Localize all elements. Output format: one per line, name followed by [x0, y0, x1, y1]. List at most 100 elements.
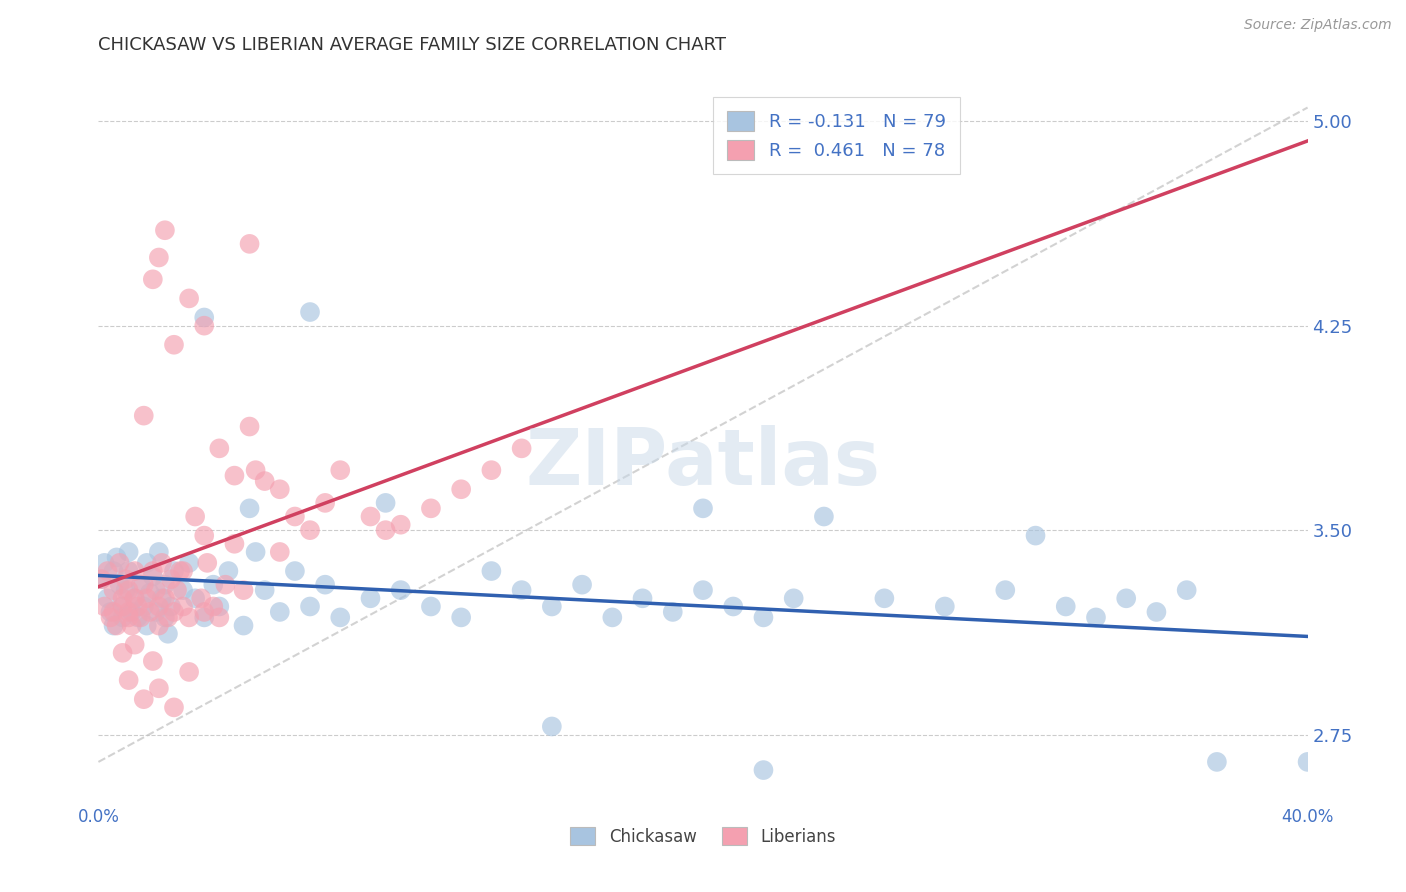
Point	[108, 577, 131, 591]
Point	[1175, 583, 1198, 598]
Point	[193, 318, 215, 333]
Point	[723, 599, 745, 614]
Point	[111, 646, 134, 660]
Point	[360, 591, 382, 606]
Point	[129, 610, 152, 624]
Point	[314, 496, 336, 510]
Point	[661, 605, 683, 619]
Point	[540, 599, 562, 614]
Point	[179, 556, 201, 570]
Text: CHICKASAW VS LIBERIAN AVERAGE FAMILY SIZE CORRELATION CHART: CHICKASAW VS LIBERIAN AVERAGE FAMILY SIZ…	[98, 36, 727, 54]
Point	[103, 583, 125, 598]
Point	[239, 419, 262, 434]
Point	[193, 310, 215, 325]
Point	[153, 223, 176, 237]
Point	[105, 550, 128, 565]
Point	[195, 556, 218, 570]
Point	[127, 599, 149, 614]
Point	[124, 564, 146, 578]
Point	[172, 564, 194, 578]
Point	[873, 591, 896, 606]
Point	[450, 610, 472, 624]
Point	[253, 583, 276, 598]
Point	[90, 572, 112, 586]
Point	[111, 599, 134, 614]
Point	[148, 681, 170, 696]
Point	[129, 577, 152, 591]
Point	[118, 583, 141, 598]
Point	[111, 610, 134, 624]
Point	[111, 599, 134, 614]
Point	[602, 610, 624, 624]
Point	[132, 599, 155, 614]
Point	[111, 591, 134, 606]
Point	[284, 509, 307, 524]
Point	[481, 463, 503, 477]
Point	[269, 545, 291, 559]
Point	[118, 610, 141, 624]
Point	[139, 605, 162, 619]
Point	[163, 564, 186, 578]
Point	[329, 610, 352, 624]
Point	[214, 577, 236, 591]
Point	[239, 236, 262, 251]
Point	[160, 599, 183, 614]
Point	[96, 591, 118, 606]
Point	[145, 583, 167, 598]
Point	[121, 605, 143, 619]
Point	[103, 564, 125, 578]
Point	[934, 599, 956, 614]
Point	[114, 572, 136, 586]
Point	[1054, 599, 1077, 614]
Point	[118, 564, 141, 578]
Point	[118, 673, 141, 687]
Point	[217, 564, 239, 578]
Point	[245, 545, 267, 559]
Point	[450, 482, 472, 496]
Text: ZIPatlas: ZIPatlas	[526, 425, 880, 501]
Point	[389, 583, 412, 598]
Point	[148, 251, 170, 265]
Legend: Chickasaw, Liberians: Chickasaw, Liberians	[564, 821, 842, 852]
Point	[571, 577, 593, 591]
Point	[1206, 755, 1229, 769]
Point	[374, 496, 396, 510]
Point	[481, 564, 503, 578]
Point	[193, 605, 215, 619]
Point	[232, 583, 254, 598]
Point	[540, 719, 562, 733]
Point	[103, 605, 125, 619]
Point	[96, 564, 118, 578]
Point	[132, 577, 155, 591]
Point	[208, 599, 231, 614]
Point	[163, 337, 186, 351]
Point	[179, 610, 201, 624]
Point	[135, 556, 157, 570]
Point	[202, 599, 225, 614]
Point	[224, 468, 246, 483]
Point	[142, 654, 165, 668]
Point	[692, 583, 714, 598]
Point	[163, 605, 186, 619]
Point	[93, 599, 115, 614]
Point	[179, 665, 201, 679]
Point	[132, 409, 155, 423]
Point	[142, 272, 165, 286]
Point	[994, 583, 1017, 598]
Point	[299, 305, 322, 319]
Point	[202, 577, 225, 591]
Point	[184, 591, 207, 606]
Point	[813, 509, 835, 524]
Point	[299, 599, 322, 614]
Point	[153, 577, 176, 591]
Point	[208, 610, 231, 624]
Point	[172, 583, 194, 598]
Point	[269, 605, 291, 619]
Point	[1296, 755, 1319, 769]
Point	[166, 583, 188, 598]
Point	[132, 692, 155, 706]
Point	[142, 569, 165, 583]
Point	[153, 610, 176, 624]
Point	[239, 501, 262, 516]
Point	[145, 605, 167, 619]
